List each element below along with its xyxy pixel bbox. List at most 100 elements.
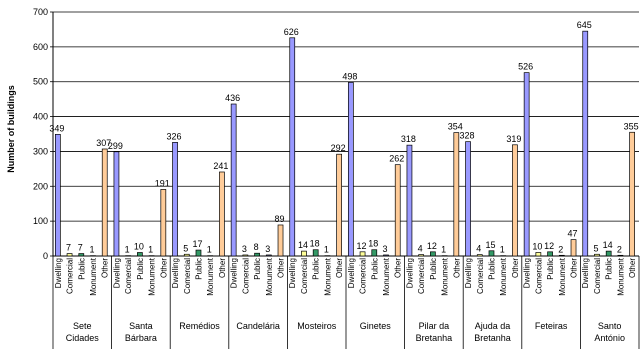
bar-other (453, 132, 460, 257)
group-label: Santo (598, 321, 622, 331)
bar-comercial (594, 253, 600, 257)
y-tick-label: 200 (33, 181, 48, 191)
data-label: 318 (401, 134, 416, 144)
category-tick-label: Dwelling (288, 258, 297, 288)
bar-public (430, 251, 436, 257)
category-tick-label: Other (218, 258, 227, 278)
bar-monument (617, 254, 624, 257)
bar-comercial (301, 250, 307, 257)
category-tick-label: Other (277, 258, 286, 278)
group-label: Candelária (236, 321, 280, 331)
axes: 0 100 200 300 400 500 600 700 (33, 7, 640, 349)
category-tick-label: Public (487, 258, 496, 280)
y-tick-label: 0 (43, 251, 48, 261)
data-label: 10 (532, 242, 542, 252)
data-label: 12 (357, 241, 367, 251)
data-label: 89 (275, 214, 285, 224)
data-label: 292 (331, 143, 346, 153)
data-label: 5 (183, 243, 188, 253)
data-label: 1 (207, 245, 212, 255)
data-label: 349 (49, 123, 64, 133)
group-label: Bárbara (125, 333, 157, 343)
category-tick-label: Comercial (241, 258, 250, 294)
category-tick-label: Public (605, 258, 614, 280)
bar-comercial (242, 254, 249, 257)
category-tick-label: Public (370, 258, 379, 280)
bar-public (488, 250, 495, 257)
bar-dwelling (289, 37, 296, 257)
bar-other (277, 224, 284, 257)
category-tick-label: Dwelling (405, 258, 414, 288)
data-label: 18 (368, 239, 378, 249)
data-label: 4 (476, 244, 481, 254)
bar-monument (324, 255, 331, 257)
category-tick-label: Other (570, 258, 579, 278)
bar-public (195, 249, 202, 257)
data-label: 2 (617, 244, 622, 254)
bar-other (629, 131, 635, 257)
bar-comercial (125, 255, 132, 257)
category-tick-label: Monument (148, 257, 157, 296)
group-label: Ajuda da (475, 321, 511, 331)
category-tick-label: Dwelling (112, 258, 121, 288)
y-axis-title: Number of buildings (6, 85, 16, 173)
data-label: 1 (148, 245, 153, 255)
bar-dwelling (172, 142, 178, 257)
category-tick-label: Monument (441, 257, 450, 296)
data-label: 8 (254, 242, 259, 252)
data-label: 498 (342, 71, 357, 81)
bar-monument (148, 255, 155, 257)
category-tick-label: Comercial (183, 258, 192, 294)
category-tick-label: Other (159, 258, 168, 278)
bar-comercial (535, 252, 542, 257)
data-label: 241 (213, 161, 228, 171)
data-label: 17 (192, 239, 202, 249)
group-label: António (594, 333, 625, 343)
category-tick-label: Public (253, 258, 262, 280)
y-tick-label: 700 (33, 7, 48, 17)
data-label: 10 (134, 242, 144, 252)
category-tick-label: Monument (265, 257, 274, 296)
group-label: Sete (73, 321, 92, 331)
data-label: 319 (506, 134, 521, 144)
y-tick-label: 500 (33, 77, 48, 87)
data-label: 47 (568, 229, 578, 239)
category-tick-label: Dwelling (523, 258, 532, 288)
group-label: Bretanha (416, 333, 453, 343)
bar-other (219, 171, 225, 257)
category-tick-label: Dwelling (581, 258, 590, 288)
data-label: 12 (427, 241, 437, 251)
category-tick-label: Dwelling (230, 258, 239, 288)
category-tick-label: Comercial (476, 258, 485, 294)
category-tick-label: Public (194, 258, 203, 280)
category-tick-label: Public (136, 258, 145, 280)
bar-other (101, 148, 108, 257)
bar-monument (558, 254, 565, 257)
bar-dwelling (465, 141, 471, 257)
data-label: 2 (558, 244, 563, 254)
group-label: Feteiras (535, 321, 568, 331)
bar-dwelling (406, 144, 413, 257)
bar-monument (383, 254, 389, 257)
category-tick-label: Dwelling (347, 258, 356, 288)
bar-other (160, 189, 167, 257)
data-label: 5 (593, 243, 598, 253)
bar-comercial (418, 254, 425, 257)
bar-other (394, 164, 401, 257)
category-tick-label: Comercial (417, 258, 426, 294)
category-tick-label: Monument (558, 257, 567, 296)
data-label: 1 (125, 245, 130, 255)
bar-dwelling (54, 133, 61, 257)
bar-public (547, 251, 553, 257)
data-label: 15 (485, 240, 495, 250)
category-tick-label: Comercial (66, 258, 75, 294)
data-label: 645 (577, 20, 592, 30)
bar-dwelling (230, 103, 237, 257)
y-tick-label: 400 (33, 112, 48, 122)
bars (54, 30, 635, 257)
category-tick-label: Dwelling (171, 258, 180, 288)
data-label: 354 (448, 122, 463, 132)
data-label: 1 (89, 245, 94, 255)
data-label: 3 (382, 244, 387, 254)
